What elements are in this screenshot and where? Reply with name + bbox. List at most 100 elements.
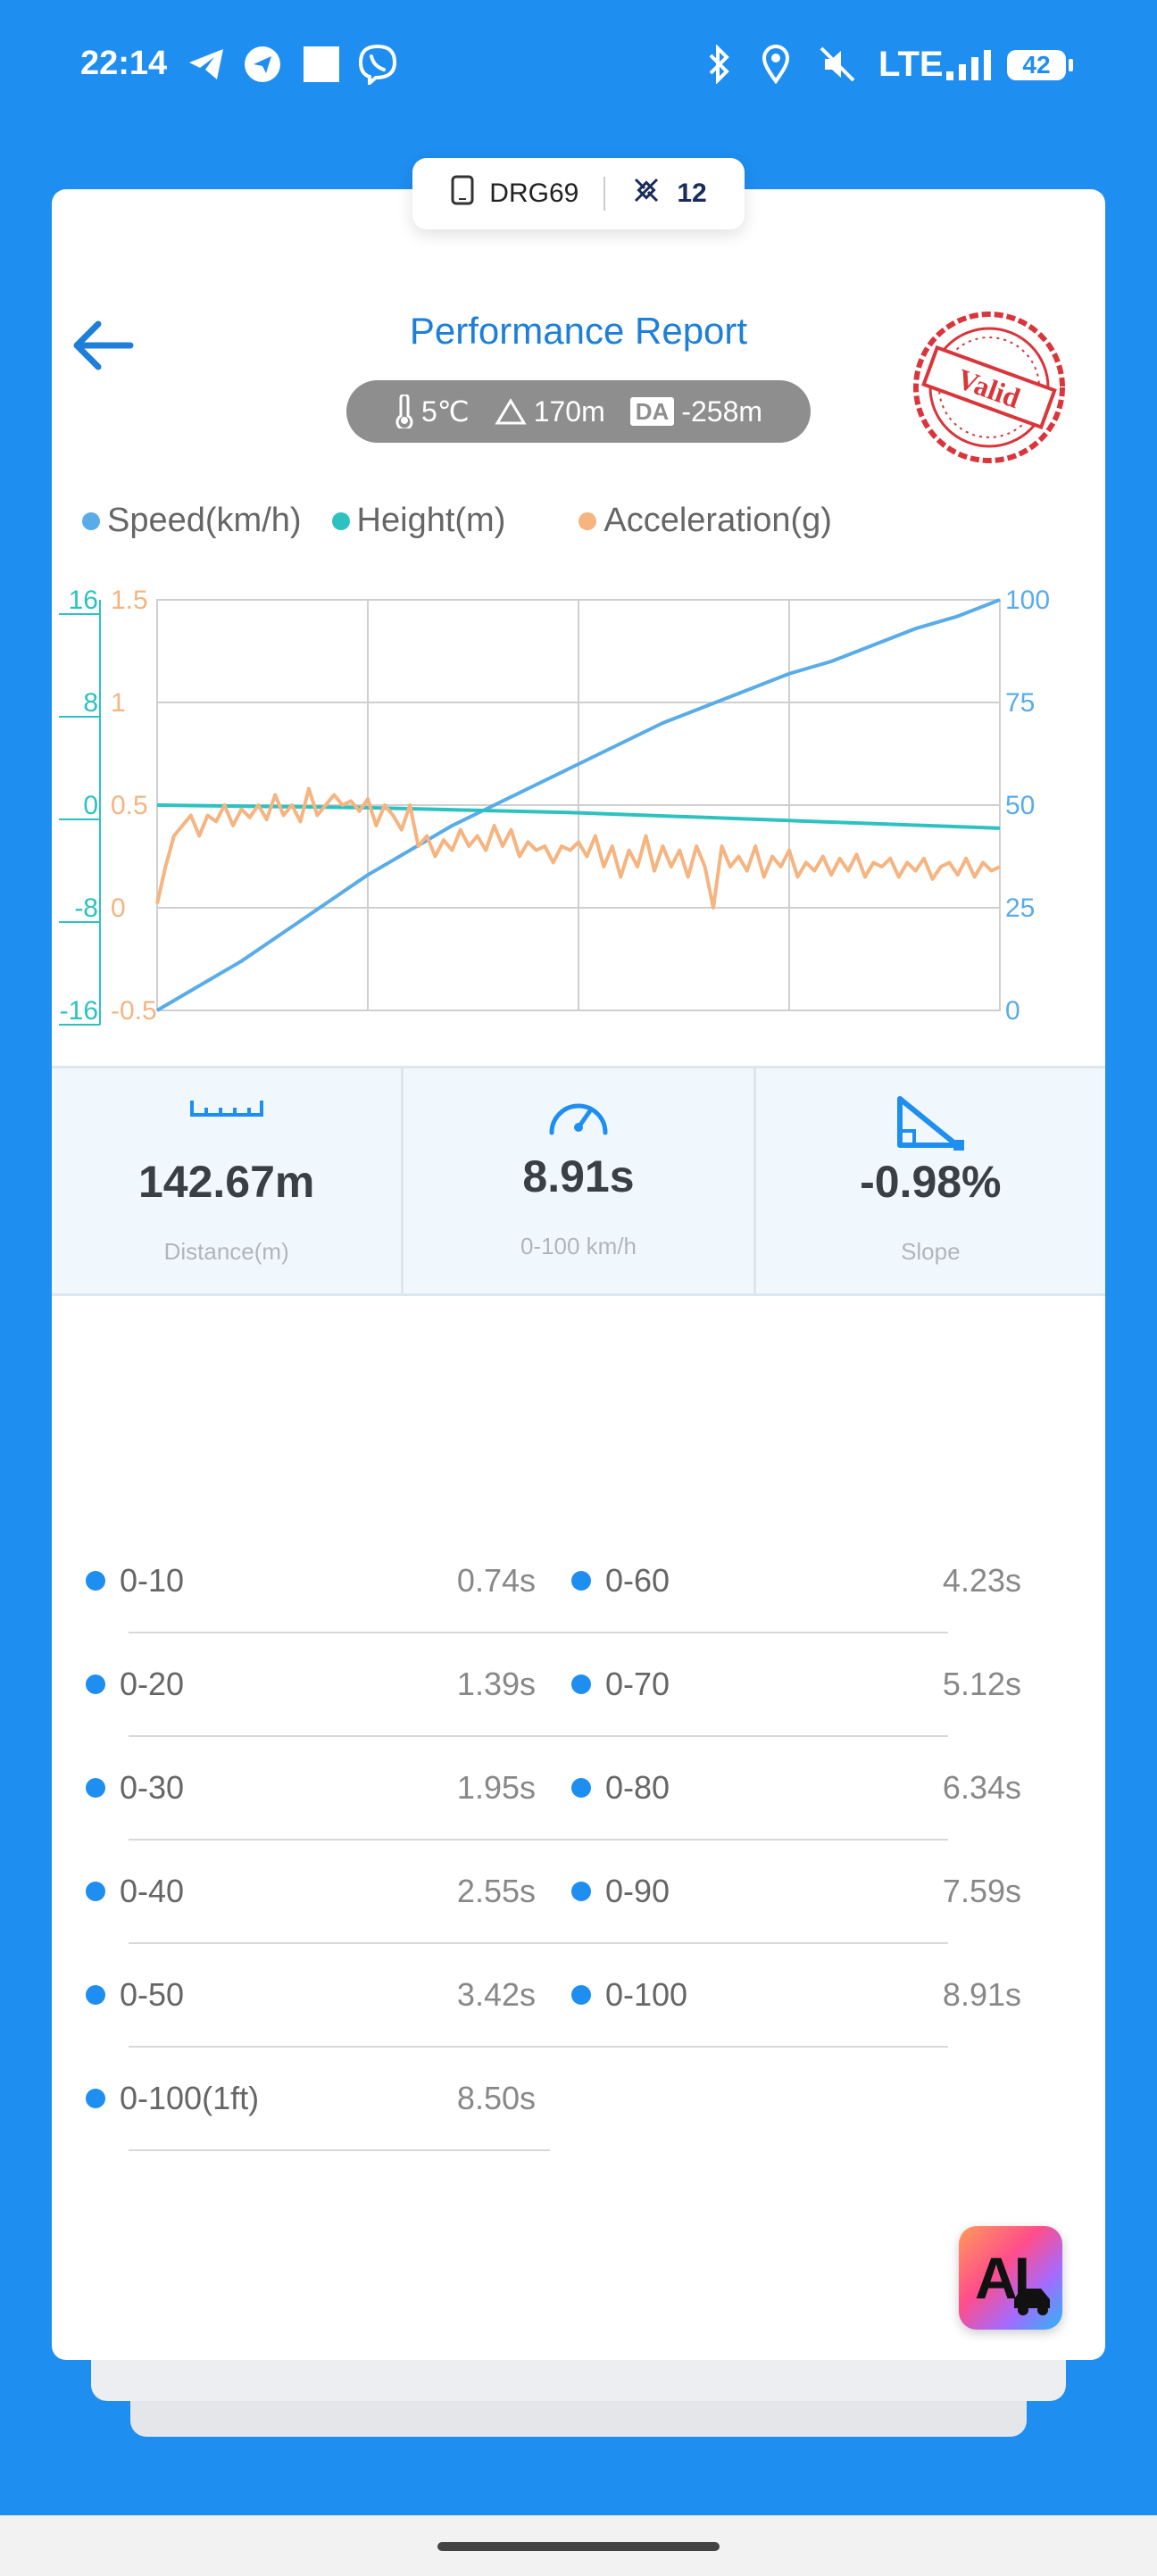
distance-label: Distance(m) (163, 1238, 289, 1265)
split-time: 0.74s (456, 1562, 536, 1599)
acceleration-tick-label: 0.5 (111, 791, 148, 820)
split-name: 0-20 (120, 1666, 185, 1702)
acceleration-tick-label: 1.5 (111, 586, 148, 615)
split-name: 0-60 (605, 1562, 670, 1599)
height-tick-label: 0 (83, 791, 98, 820)
split-name: 0-30 (120, 1769, 185, 1806)
acceleration-tick-label: 0 (111, 893, 126, 923)
distance-value: 142.67m (137, 1157, 315, 1207)
viber-icon (357, 44, 398, 85)
altitude-value: 170m (533, 395, 605, 428)
split-name: 0-80 (605, 1769, 670, 1806)
divider (129, 1735, 527, 1737)
slope-label: Slope (901, 1238, 961, 1265)
split-row: 0-20 1.39s (86, 1633, 536, 1737)
split-name: 0-100 (605, 1976, 688, 2013)
series-line (155, 786, 1001, 910)
speed-tick-label: 0 (1005, 996, 1020, 1026)
speed-tick-label: 75 (1005, 688, 1035, 718)
mute-icon (818, 45, 857, 84)
device-name: DRG69 (489, 179, 579, 208)
divider (527, 1735, 948, 1737)
page-title: Performance Report (409, 310, 748, 352)
environment-info: 5℃ 170m DA -258m (346, 380, 811, 443)
split-time: 5.12s (942, 1666, 1021, 1702)
back-button[interactable] (68, 310, 148, 381)
status-bar: 22:14 LTE 42 (0, 0, 1157, 134)
split-row: 0-10 0.74s (86, 1530, 536, 1633)
split-row: 0-90 7.59s (571, 1841, 1021, 1944)
split-time: 6.34s (942, 1769, 1021, 1806)
car-icon (1014, 2289, 1050, 2315)
temperature-item: 5℃ (395, 395, 470, 428)
device-pill[interactable]: DRG69 12 (412, 158, 745, 229)
arrow-left-icon (73, 320, 134, 370)
performance-chart: 16 8 0 -8 -16 1.5 1 0.5 0 -0.5 100 75 50 25 0 (59, 586, 1050, 1026)
network-type: LTE (878, 45, 944, 84)
height-tick-label: -8 (74, 893, 98, 923)
acceleration-tick-label: 1 (111, 688, 126, 718)
legend-label: Height(m) (356, 502, 506, 539)
divider (129, 1942, 527, 1944)
satellite-count: 12 (677, 179, 707, 208)
split-time: 3.42s (456, 1976, 536, 2013)
split-name: 0-100(1ft) (120, 2080, 260, 2116)
divider (129, 1839, 527, 1841)
density-altitude-value: -258m (681, 395, 763, 428)
square-icon (302, 45, 341, 84)
valid-stamp: Valid (913, 312, 1065, 463)
signal-icon (945, 45, 998, 84)
acceleration-time-value: 8.91s (522, 1151, 635, 1201)
split-name: 0-90 (605, 1873, 670, 1909)
legend-dot (578, 511, 597, 530)
divider (129, 2046, 527, 2048)
height-tick-label: 8 (83, 688, 98, 718)
split-time: 8.50s (456, 2080, 536, 2116)
legend-dot (82, 511, 100, 530)
density-altitude-badge: DA (629, 397, 675, 426)
legend-label: Speed(km/h) (107, 502, 302, 539)
bluetooth-icon (705, 45, 732, 84)
split-row: 0-60 4.23s (571, 1530, 1021, 1633)
legend-item-acceleration: Acceleration(g) (578, 502, 832, 540)
split-name: 0-40 (120, 1873, 185, 1909)
satellite-icon (630, 174, 662, 213)
split-dot (86, 1882, 105, 1901)
device-icon (450, 174, 475, 213)
stat-distance: 142.67m Distance(m) (52, 1068, 404, 1293)
split-time: 8.91s (942, 1976, 1021, 2013)
split-time: 1.95s (456, 1769, 536, 1806)
speed-tick-label: 25 (1005, 893, 1035, 923)
split-row: 0-100(1ft) 8.50s (86, 2048, 536, 2151)
split-dot (86, 1571, 105, 1591)
divider (129, 1632, 527, 1633)
ruler-icon (189, 1101, 263, 1117)
system-nav-bar (0, 2515, 1157, 2576)
legend-dot (331, 511, 350, 530)
split-dot (86, 1674, 105, 1694)
acceleration-time-label: 0-100 km/h (520, 1233, 637, 1259)
density-altitude-item: DA -258m (629, 395, 763, 428)
home-indicator[interactable] (437, 2542, 720, 2551)
split-dot (86, 2089, 105, 2108)
telegram-icon (187, 45, 227, 84)
stats-panel: 142.67m Distance(m) 8.91s 0-100 km/h -0.… (52, 1066, 1105, 1296)
chart-legend: Speed(km/h) Height(m) Acceleration(g) (82, 502, 832, 540)
split-time: 2.55s (456, 1873, 536, 1909)
stat-acceleration-time: 8.91s 0-100 km/h (404, 1068, 756, 1293)
split-row: 0-100 8.91s (571, 1944, 1021, 2048)
height-tick-label: 16 (69, 586, 98, 615)
slope-icon (897, 1096, 965, 1151)
split-dot (571, 1674, 591, 1694)
legend-item-height: Height(m) (331, 502, 506, 540)
ai-assistant-button[interactable]: AI (959, 2226, 1062, 2330)
slope-value: -0.98% (860, 1157, 1002, 1207)
divider (527, 1839, 948, 1841)
split-name: 0-70 (605, 1666, 670, 1702)
split-dot (571, 1571, 591, 1591)
split-time: 4.23s (942, 1562, 1021, 1599)
altitude-item: 170m (495, 395, 605, 428)
split-row: 0-50 3.42s (86, 1944, 536, 2048)
split-time: 7.59s (942, 1873, 1021, 1909)
acceleration-tick-label: -0.5 (111, 996, 157, 1026)
